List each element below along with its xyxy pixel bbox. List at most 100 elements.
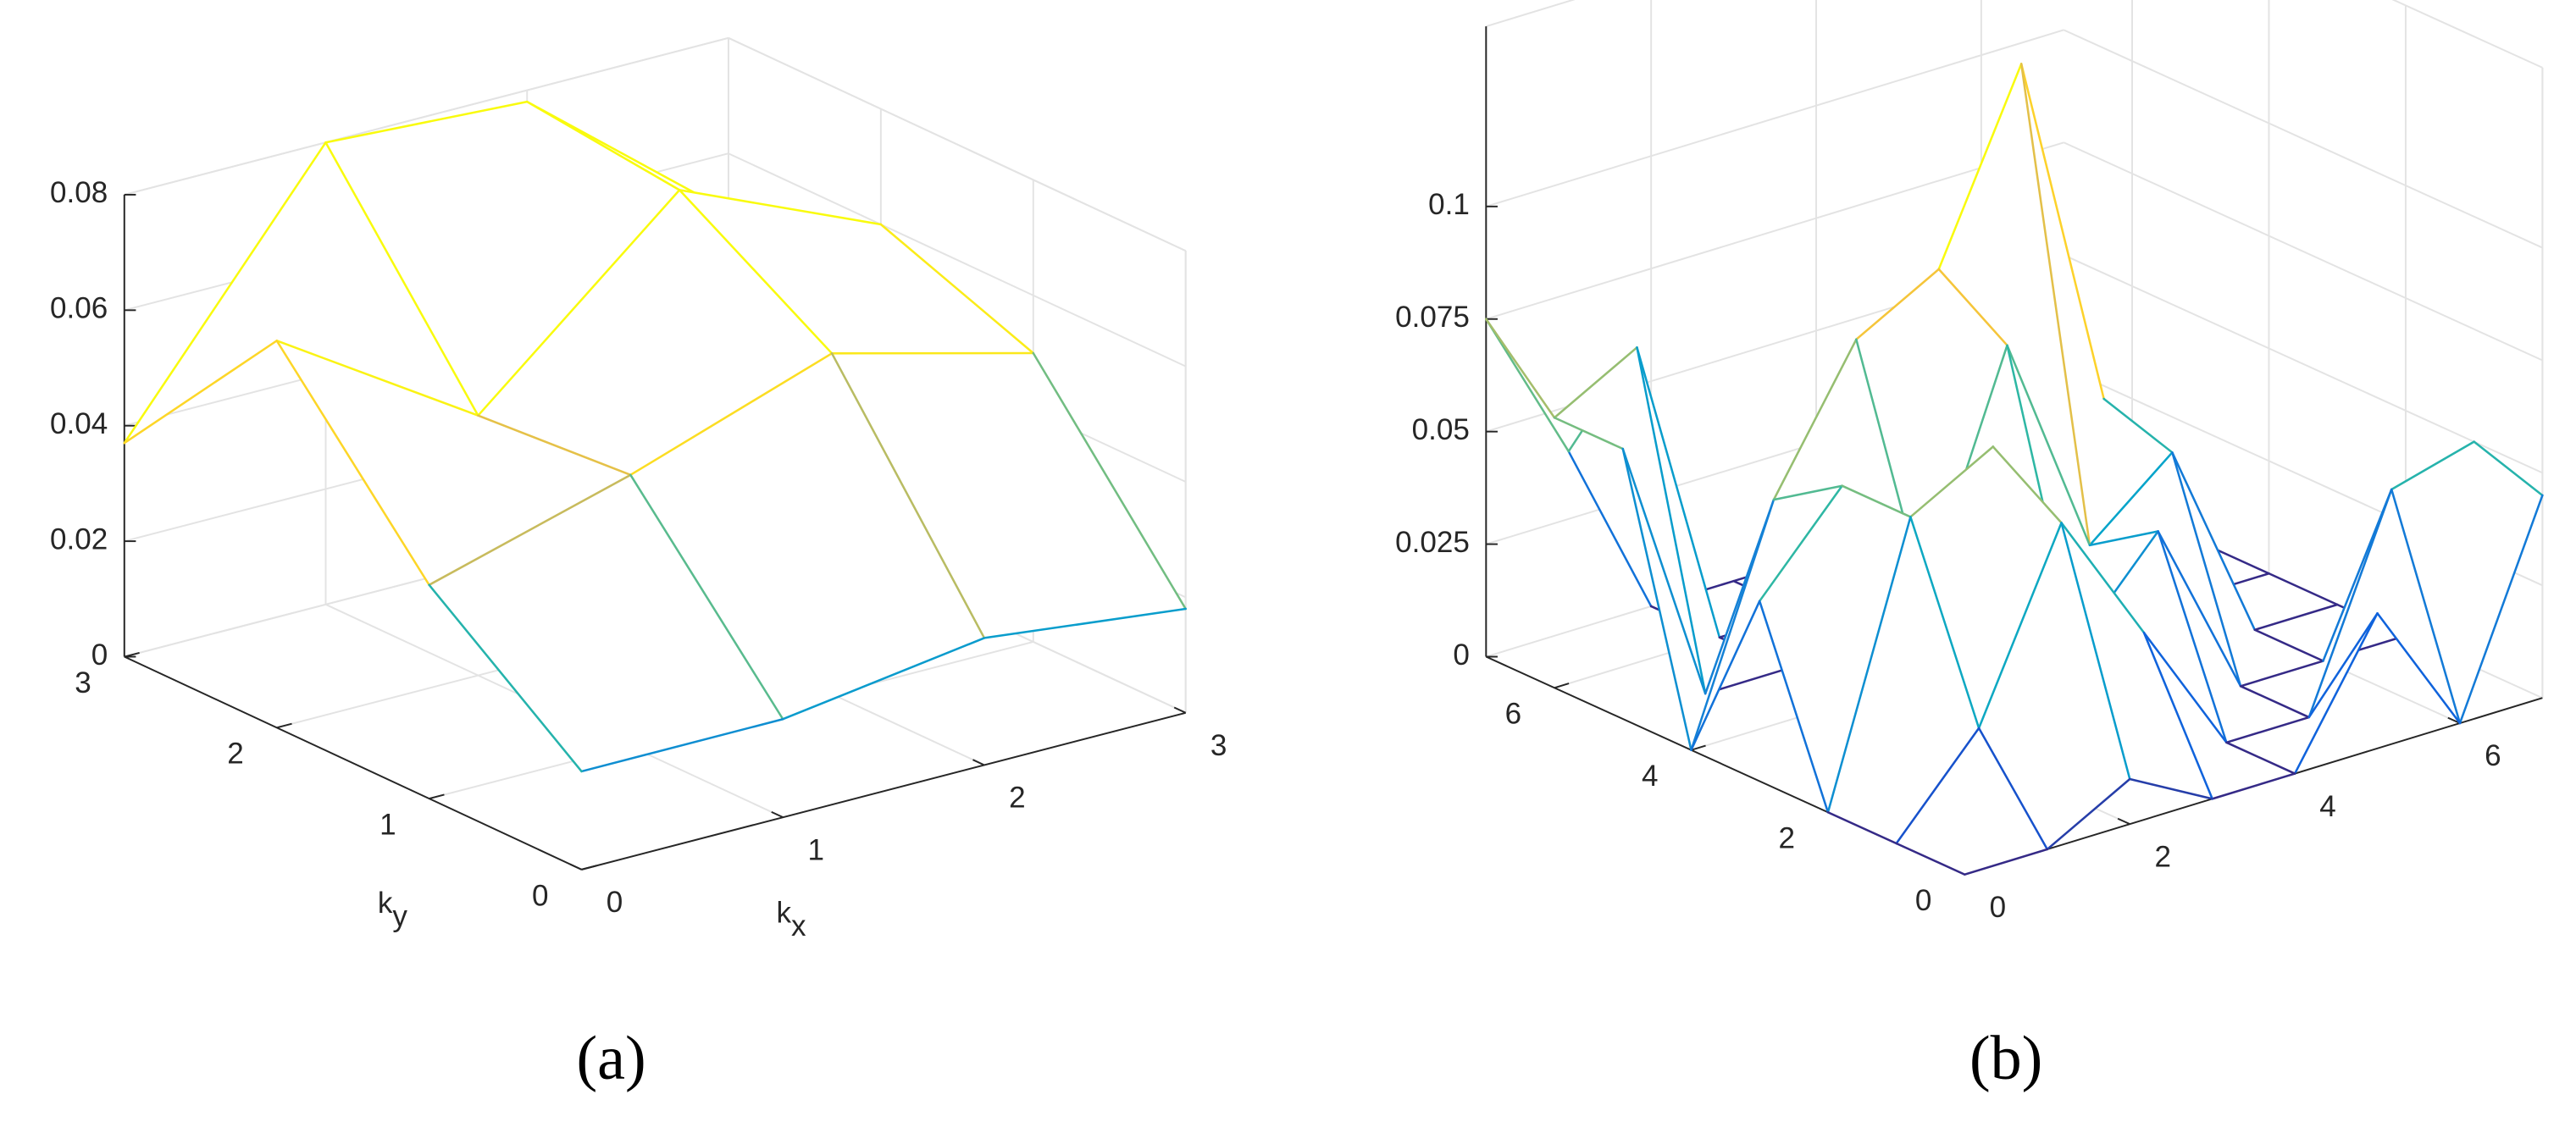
mesh-edge xyxy=(2006,344,2091,547)
grid-line xyxy=(2063,254,2543,474)
x-axis xyxy=(581,711,1186,871)
mesh-edge xyxy=(983,607,1187,639)
mesh-edge xyxy=(2225,741,2296,775)
mesh-face xyxy=(429,474,784,771)
mesh-face xyxy=(124,142,479,444)
z-tick-label: 0.08 xyxy=(50,176,108,209)
mesh-edge xyxy=(1621,447,1707,695)
box-edge xyxy=(2391,0,2543,69)
mesh-face xyxy=(1910,446,2062,728)
y-tick-label: 6 xyxy=(1505,698,1522,731)
mesh-face xyxy=(478,190,833,475)
tick-mark xyxy=(972,759,985,766)
z-tick-label: 0 xyxy=(91,638,108,672)
mesh-edge xyxy=(1855,268,1941,341)
mesh-edge xyxy=(2239,685,2311,719)
mesh-face xyxy=(2021,64,2173,545)
mesh-edge xyxy=(678,189,883,226)
mesh-edge xyxy=(2376,612,2462,725)
mesh-edge xyxy=(1567,450,1653,608)
mesh-edge xyxy=(678,189,834,355)
mesh-edge xyxy=(1937,63,2023,271)
mesh-edge xyxy=(1690,498,1776,752)
x-tick-label: 2 xyxy=(1009,782,1026,815)
mesh-edge xyxy=(1841,484,1912,518)
mesh-edge xyxy=(2142,631,2228,744)
mesh-edge xyxy=(525,100,681,191)
panel-label: (a) xyxy=(577,1024,646,1093)
mesh-face xyxy=(1759,485,1911,813)
z-tick-label: 0.06 xyxy=(50,292,108,325)
mesh-edge xyxy=(1895,842,1966,876)
mesh-edge xyxy=(2171,451,2242,688)
mesh-face xyxy=(325,102,680,416)
mesh-edge xyxy=(2171,451,2257,632)
mesh-edge xyxy=(2128,777,2213,800)
x-tick-label: 1 xyxy=(807,833,824,866)
mesh-edge xyxy=(123,141,327,445)
tick-mark xyxy=(124,651,140,658)
mesh-edge xyxy=(2157,530,2242,688)
mesh-face xyxy=(1827,517,1980,843)
mesh-edge xyxy=(1621,447,1692,752)
y-tick-label: 2 xyxy=(1778,822,1795,855)
mesh-edge xyxy=(1937,268,2008,347)
mesh-edge xyxy=(781,637,986,721)
mesh-face xyxy=(630,353,984,720)
mesh-edge xyxy=(2142,631,2213,800)
box-edge xyxy=(1486,0,1576,28)
mesh-edge xyxy=(1636,346,1721,638)
y-tick-label: 1 xyxy=(379,808,396,841)
x-tick-label: 2 xyxy=(2154,840,2171,873)
mesh-face xyxy=(1691,485,1842,750)
y-tick-label: 0 xyxy=(1915,884,1932,917)
box-edge xyxy=(124,36,729,196)
z-tick-label: 0.04 xyxy=(50,407,108,440)
mesh-edge xyxy=(2102,397,2174,454)
mesh-edge xyxy=(2019,63,2091,547)
z-tick-label: 0.05 xyxy=(1412,413,1470,446)
mesh-edge xyxy=(1032,351,1187,611)
y-tick-label: 2 xyxy=(227,738,244,771)
mesh-face xyxy=(2241,489,2392,718)
tick-mark xyxy=(581,865,597,871)
mesh-edge xyxy=(1909,445,1995,518)
mesh-edge xyxy=(275,340,479,417)
mesh-edge xyxy=(830,352,986,639)
mesh-face xyxy=(832,352,1186,638)
x-axis-label-sub: x xyxy=(791,909,806,942)
mesh-edge xyxy=(879,223,1035,355)
mesh-edge xyxy=(1553,416,1625,450)
y-axis xyxy=(124,655,582,871)
mesh-face xyxy=(2007,345,2158,647)
mesh-edge xyxy=(1992,445,2063,524)
mesh-edge xyxy=(1758,484,1843,603)
tick-mark xyxy=(276,722,292,729)
mesh-edge xyxy=(2458,494,2544,725)
mesh-edge xyxy=(477,414,632,477)
grid-line xyxy=(2063,29,2543,249)
z-tick-label: 0.025 xyxy=(1395,526,1470,559)
mesh-edge xyxy=(1636,346,1707,695)
panel-label: (b) xyxy=(1969,1024,2042,1093)
mesh-edge xyxy=(629,473,784,721)
mesh-face xyxy=(1938,64,2090,545)
x-tick-label: 0 xyxy=(1990,891,2007,924)
mesh-face xyxy=(1979,522,2130,849)
mesh-edge xyxy=(1826,810,1897,845)
mesh-face xyxy=(1896,727,2047,875)
mesh-edge xyxy=(1895,727,1980,845)
grid-line xyxy=(2063,141,2543,362)
mesh-edge xyxy=(2088,530,2159,547)
mesh-edge xyxy=(1690,600,1761,752)
mesh-edge xyxy=(580,717,784,773)
mesh-edge xyxy=(2060,522,2131,781)
mesh-face xyxy=(2061,522,2213,799)
tick-mark xyxy=(429,793,445,800)
mesh-edge xyxy=(2211,772,2296,800)
mesh-edge xyxy=(2268,572,2339,606)
x-tick-label: 3 xyxy=(1210,729,1227,762)
mesh-face xyxy=(1925,345,2076,647)
